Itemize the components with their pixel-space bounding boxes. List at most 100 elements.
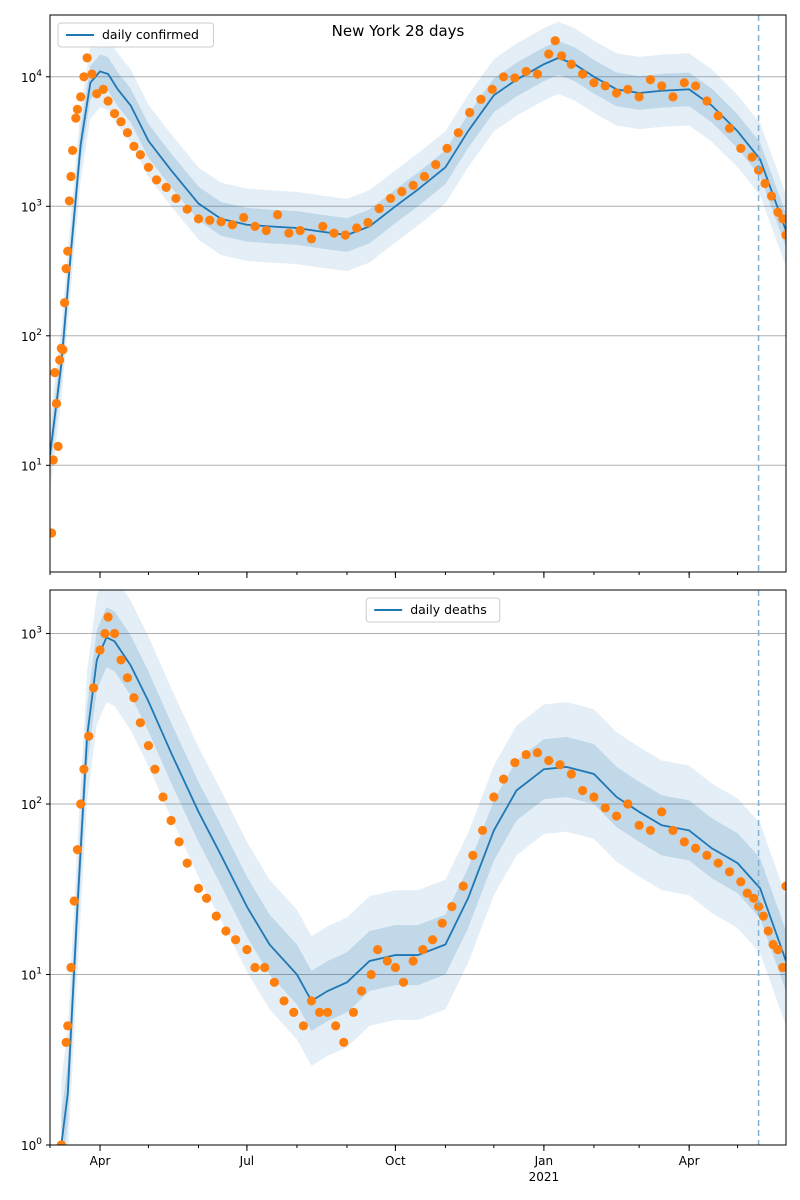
y-tick-exponent: 1 bbox=[36, 457, 42, 467]
data-point bbox=[51, 398, 62, 409]
data-point bbox=[269, 977, 279, 987]
data-point bbox=[408, 956, 418, 966]
data-point bbox=[323, 1007, 333, 1017]
data-point bbox=[284, 228, 294, 238]
data-point bbox=[498, 72, 509, 82]
data-point bbox=[98, 84, 108, 94]
data-point bbox=[657, 807, 667, 817]
data-point bbox=[76, 799, 86, 809]
data-point bbox=[129, 693, 139, 703]
legend: daily deaths bbox=[365, 597, 501, 623]
data-point bbox=[702, 96, 712, 106]
data-point bbox=[174, 837, 184, 847]
data-point bbox=[56, 1140, 66, 1145]
data-point bbox=[373, 944, 383, 955]
x-tick-label: Jul bbox=[239, 1154, 254, 1168]
data-point bbox=[250, 962, 260, 973]
data-point bbox=[702, 850, 712, 860]
data-point bbox=[289, 1007, 299, 1017]
data-point bbox=[129, 141, 139, 152]
data-point bbox=[79, 72, 89, 82]
data-point bbox=[295, 225, 305, 236]
data-point bbox=[279, 996, 289, 1006]
data-point bbox=[201, 893, 212, 903]
data-point bbox=[390, 962, 401, 973]
data-point bbox=[143, 741, 154, 751]
data-point bbox=[691, 81, 701, 91]
data-point bbox=[453, 128, 463, 138]
data-point bbox=[348, 1007, 359, 1017]
data-point bbox=[329, 228, 339, 238]
data-point bbox=[532, 69, 543, 79]
data-point bbox=[760, 178, 770, 189]
data-point bbox=[79, 764, 89, 774]
data-point bbox=[211, 911, 221, 921]
uncertainty-band bbox=[50, 40, 786, 472]
y-tick-exponent: 3 bbox=[36, 198, 42, 208]
data-point bbox=[773, 207, 783, 217]
data-point bbox=[50, 455, 58, 465]
data-point bbox=[55, 355, 65, 365]
data-point bbox=[557, 51, 567, 61]
data-point bbox=[724, 867, 735, 877]
y-tick-exponent: 1 bbox=[36, 967, 42, 977]
data-point bbox=[231, 935, 241, 945]
data-point bbox=[339, 1037, 349, 1047]
data-point bbox=[72, 845, 83, 855]
data-point bbox=[589, 792, 599, 802]
data-point bbox=[318, 221, 328, 231]
data-point bbox=[82, 53, 92, 63]
data-point bbox=[109, 628, 120, 639]
data-point bbox=[544, 49, 554, 59]
data-point bbox=[122, 128, 133, 138]
data-point bbox=[150, 764, 160, 774]
data-point bbox=[374, 203, 384, 214]
data-point bbox=[398, 977, 409, 987]
legend-box bbox=[365, 597, 501, 623]
data-point bbox=[103, 96, 113, 106]
data-point bbox=[544, 755, 554, 766]
data-point bbox=[92, 89, 102, 99]
uncertainty-band bbox=[61, 590, 786, 1145]
y-tick-exponent: 0 bbox=[36, 1137, 42, 1147]
data-point bbox=[135, 718, 145, 728]
data-point bbox=[468, 850, 478, 860]
uncertainty-band bbox=[50, 21, 786, 492]
data-point bbox=[382, 956, 392, 966]
data-point bbox=[67, 145, 78, 156]
data-point bbox=[135, 150, 145, 160]
x-tick-label: Apr bbox=[90, 1154, 111, 1168]
data-point bbox=[116, 117, 126, 127]
data-point bbox=[53, 441, 63, 451]
data-point bbox=[578, 785, 588, 796]
data-point bbox=[713, 858, 723, 868]
data-point bbox=[758, 911, 769, 921]
data-point bbox=[510, 73, 520, 83]
data-point bbox=[566, 769, 576, 779]
plot-area bbox=[50, 21, 786, 538]
data-point bbox=[742, 888, 752, 898]
y-tick-exponent: 3 bbox=[36, 626, 42, 636]
data-point bbox=[363, 217, 373, 228]
data-point bbox=[747, 152, 757, 162]
data-point bbox=[578, 69, 588, 79]
data-point bbox=[221, 926, 231, 936]
data-point bbox=[205, 215, 215, 225]
data-point bbox=[657, 81, 667, 91]
data-point bbox=[166, 815, 176, 826]
data-point bbox=[489, 792, 499, 802]
data-point bbox=[100, 628, 110, 639]
data-point bbox=[724, 123, 735, 133]
data-point bbox=[250, 221, 260, 231]
legend-label: daily deaths bbox=[410, 602, 487, 617]
data-point bbox=[59, 298, 70, 308]
x-tick-label: Apr bbox=[679, 1154, 700, 1168]
data-point bbox=[385, 193, 396, 204]
data-point bbox=[510, 757, 520, 768]
data-point bbox=[713, 111, 723, 121]
data-point bbox=[668, 92, 678, 102]
data-point bbox=[589, 78, 599, 88]
data-point bbox=[645, 825, 656, 836]
data-point bbox=[427, 935, 438, 945]
